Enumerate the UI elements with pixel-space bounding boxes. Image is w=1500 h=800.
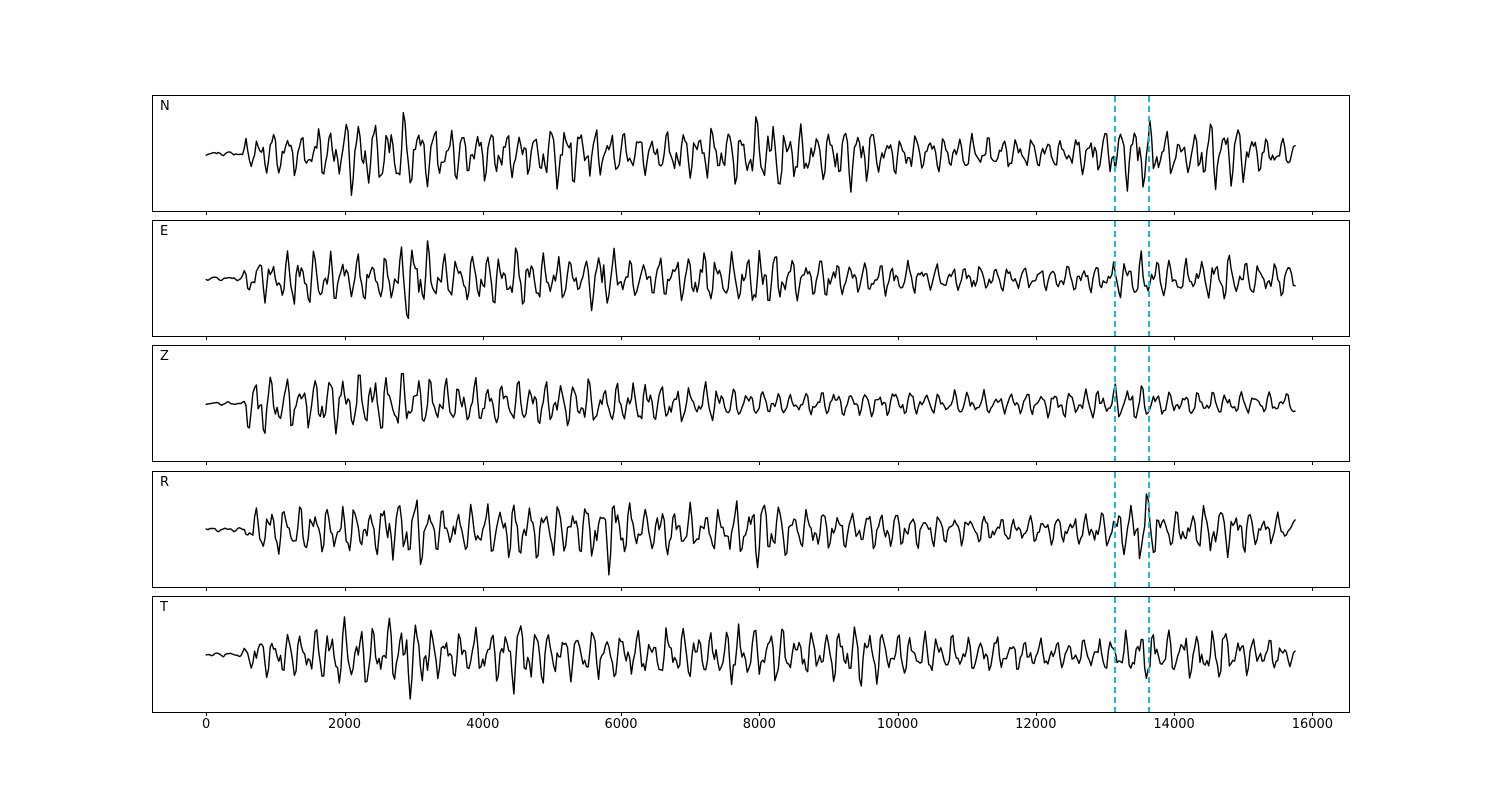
pick-line-1-Z <box>1114 346 1117 462</box>
x-tick-mark <box>344 336 346 341</box>
pick-line-2-R <box>1148 471 1151 587</box>
x-tick-mark <box>759 586 761 591</box>
pick-line-1-N <box>1114 96 1117 211</box>
x-tick-mark <box>344 211 346 215</box>
panel-label-T: T <box>160 599 168 615</box>
x-tick-mark <box>1035 461 1037 466</box>
x-tick-mark <box>206 586 208 591</box>
x-tick-label-4000: 4000 <box>466 716 500 732</box>
panel-T: T <box>152 595 1350 716</box>
waveform-trace-R <box>205 492 1296 576</box>
x-tick-label-16000: 16000 <box>1291 716 1334 732</box>
x-tick-mark <box>482 211 484 215</box>
x-tick-mark <box>482 336 484 341</box>
pick-line-2-T <box>1148 596 1151 712</box>
x-tick-label-0: 0 <box>202 716 211 732</box>
x-tick-mark <box>1174 586 1176 591</box>
x-tick-mark <box>482 586 484 591</box>
x-tick-mark <box>344 461 346 466</box>
waveform-trace-T <box>205 616 1296 700</box>
x-tick-mark <box>206 336 208 341</box>
x-tick-mark <box>1174 211 1176 215</box>
x-tick-mark <box>621 586 622 591</box>
panel-label-R: R <box>160 474 170 490</box>
x-tick-mark <box>1174 461 1176 466</box>
x-tick-mark <box>1035 211 1037 215</box>
x-tick-mark <box>1312 336 1314 341</box>
x-tick-label-2000: 2000 <box>327 716 362 732</box>
x-tick-label-8000: 8000 <box>742 716 776 732</box>
x-tick-mark <box>759 461 761 466</box>
pick-line-2-E <box>1148 221 1151 337</box>
x-tick-mark <box>206 711 208 716</box>
x-tick-mark <box>1174 711 1176 716</box>
x-tick-label-6000: 6000 <box>604 716 638 732</box>
x-tick-mark <box>621 461 622 466</box>
x-tick-mark <box>621 711 622 716</box>
x-tick-mark <box>897 711 899 716</box>
panel-E: E <box>152 220 1350 341</box>
x-tick-mark <box>482 461 484 466</box>
x-tick-label-12000: 12000 <box>1015 716 1057 732</box>
x-tick-mark <box>621 336 622 341</box>
x-tick-mark <box>1312 711 1314 716</box>
waveform-trace-N <box>205 111 1296 196</box>
pick-line-1-R <box>1114 471 1117 587</box>
x-tick-mark <box>482 711 484 716</box>
x-tick-mark <box>1035 336 1037 341</box>
waveform-trace-E <box>205 240 1296 320</box>
x-tick-mark <box>1174 336 1176 341</box>
x-tick-mark <box>759 336 761 341</box>
x-tick-mark <box>1035 586 1037 591</box>
panel-Z: Z <box>152 345 1350 466</box>
x-tick-mark <box>1312 211 1314 215</box>
pick-line-1-T <box>1114 596 1117 712</box>
x-tick-mark <box>206 211 208 215</box>
waveform-trace-Z <box>205 373 1296 435</box>
pick-line-1-E <box>1114 221 1117 337</box>
x-tick-mark <box>1312 586 1314 591</box>
x-tick-mark <box>897 211 899 215</box>
panel-label-E: E <box>160 224 169 240</box>
x-tick-label-10000: 10000 <box>876 716 919 732</box>
x-tick-mark <box>344 711 346 716</box>
x-tick-mark <box>621 211 622 215</box>
x-tick-mark <box>759 711 761 716</box>
panel-N: N <box>152 95 1350 215</box>
panel-label-N: N <box>160 99 170 114</box>
x-tick-mark <box>1035 711 1037 716</box>
x-tick-label-14000: 14000 <box>1153 716 1195 732</box>
x-tick-mark <box>206 461 208 466</box>
x-tick-mark <box>897 586 899 591</box>
panel-R: R <box>152 470 1350 591</box>
panel-label-Z: Z <box>160 349 169 365</box>
x-tick-mark <box>759 211 761 215</box>
x-tick-mark <box>1312 461 1314 466</box>
pick-line-2-N <box>1148 96 1151 211</box>
x-tick-mark <box>897 336 899 341</box>
x-tick-mark <box>897 461 899 466</box>
pick-line-2-Z <box>1148 346 1151 462</box>
x-tick-mark <box>344 586 346 591</box>
